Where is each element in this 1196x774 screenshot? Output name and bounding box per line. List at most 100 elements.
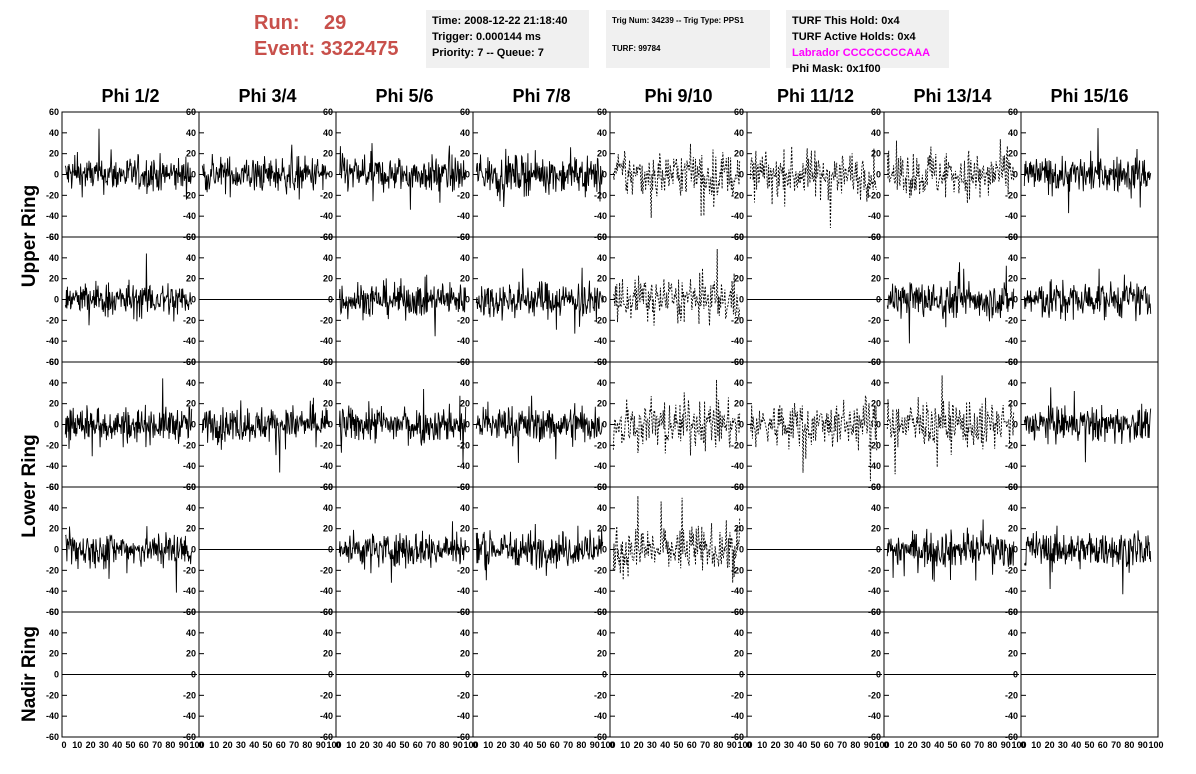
y-tick-label: -40 [868,461,881,471]
y-tick-label: 0 [739,420,744,430]
y-tick-label: -40 [1005,211,1018,221]
y-tick-label: 0 [602,545,607,555]
y-tick-label: -20 [320,190,333,200]
waveform-trace [749,146,877,229]
y-tick-label: 0 [739,545,744,555]
y-tick-label: 20 [734,149,744,159]
x-tick-label: 90 [590,740,600,750]
y-tick-label: 60 [323,482,333,492]
y-tick-label: -40 [320,711,333,721]
x-tick-label: 60 [550,740,560,750]
y-tick-label: 20 [1008,649,1018,659]
y-tick-label: -40 [1005,711,1018,721]
waveform-trace [886,262,1015,344]
y-tick-label: -40 [46,211,59,221]
waveform-trace [201,144,330,200]
x-tick-label: 100 [600,740,615,750]
y-tick-label: 0 [328,295,333,305]
y-tick-label: 60 [460,607,470,617]
panel-r2-c1: -60 -40 -20 0 20 40 60 [46,232,200,367]
run-label: Run: [254,12,300,34]
y-tick-label: -60 [731,732,744,742]
y-tick-label: 40 [49,628,59,638]
x-tick-label: 100 [1148,740,1163,750]
y-tick-label: 0 [54,420,59,430]
y-tick-label: 60 [323,607,333,617]
y-tick-label: 20 [49,149,59,159]
y-tick-label: 20 [323,649,333,659]
y-tick-label: 0 [876,295,881,305]
y-tick-label: -40 [320,211,333,221]
y-tick-label: 40 [734,128,744,138]
y-tick-label: 20 [1008,399,1018,409]
turf-active-line: TURF Active Holds: 0x4 [792,31,916,43]
y-tick-label: 20 [597,524,607,534]
waveform-trace [886,375,1015,475]
turf-info-box: TURF This Hold: 0x4 TURF Active Holds: 0… [786,10,949,75]
x-tick-label: 80 [713,740,723,750]
y-tick-label: 20 [49,649,59,659]
x-tick-label: 90 [453,740,463,750]
event-value: 3322475 [320,38,399,60]
x-tick-label: 100 [326,740,341,750]
x-tick-label: 50 [810,740,820,750]
x-tick-label: 60 [413,740,423,750]
x-tick-label: 20 [908,740,918,750]
y-tick-label: 0 [602,670,607,680]
y-tick-label: 40 [323,253,333,263]
y-tick-label: 20 [323,149,333,159]
y-tick-label: 0 [876,170,881,180]
y-tick-label: 20 [871,524,881,534]
x-tick-label: 80 [439,740,449,750]
y-tick-label: -40 [868,586,881,596]
y-tick-label: 0 [602,295,607,305]
phi-header-5: Phi 9/10 [644,86,713,106]
y-tick-label: 0 [465,545,470,555]
y-tick-label: 0 [191,545,196,555]
x-tick-label: 90 [1138,740,1148,750]
x-tick-label: 80 [165,740,175,750]
x-tick-label: 50 [1084,740,1094,750]
x-tick-label: 30 [784,740,794,750]
y-tick-label: 20 [871,399,881,409]
y-tick-label: 60 [597,607,607,617]
y-tick-label: 60 [597,482,607,492]
y-tick-label: 60 [186,232,196,242]
y-tick-label: -60 [457,732,470,742]
y-tick-label: 0 [191,295,196,305]
y-tick-label: 40 [871,628,881,638]
x-tick-label: 90 [1001,740,1011,750]
y-tick-label: 20 [871,649,881,659]
x-tick-label: 40 [660,740,670,750]
y-tick-label: -40 [1005,461,1018,471]
y-tick-label: -40 [594,336,607,346]
x-tick-label: 80 [850,740,860,750]
y-tick-label: 40 [49,253,59,263]
y-tick-label: -40 [46,586,59,596]
y-tick-label: 20 [323,399,333,409]
waveform-trace [749,395,878,482]
x-tick-label: 20 [1045,740,1055,750]
y-tick-label: 20 [186,274,196,284]
y-tick-label: -20 [457,315,470,325]
waveform-trace [612,143,741,218]
x-tick-label: 40 [386,740,396,750]
y-tick-label: 40 [186,503,196,513]
y-tick-label: -40 [457,211,470,221]
x-tick-label: 10 [209,740,219,750]
panel-frame [883,111,1022,238]
x-tick-label: 100 [463,740,478,750]
y-tick-label: -20 [594,440,607,450]
y-tick-label: 40 [186,628,196,638]
y-tick-label: 20 [323,524,333,534]
y-tick-label: 40 [597,503,607,513]
y-tick-label: 40 [186,128,196,138]
y-tick-label: 0 [602,170,607,180]
